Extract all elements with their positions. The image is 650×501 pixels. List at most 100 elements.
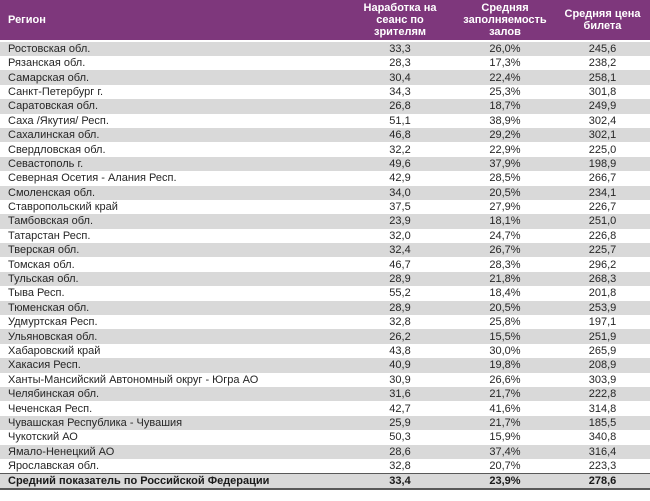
cell-ticket-price: 303,9	[588, 373, 617, 386]
cell-ticket-price: 340,8	[588, 431, 617, 444]
cell-occupancy: 28,3%	[489, 258, 521, 271]
cell-occupancy: 41,6%	[489, 402, 521, 415]
cell-region: Чукотский АО	[8, 431, 78, 444]
cell-ticket-price: 222,8	[588, 388, 617, 401]
table-row: Ульяновская обл. 26,2 15,5% 251,9	[0, 329, 650, 344]
cell-occupancy: 26,0%	[489, 43, 521, 55]
cell-region: Ставропольский край	[8, 201, 118, 214]
cell-viewers-per-session: 31,6	[389, 388, 411, 401]
cell-viewers-per-session: 32,4	[389, 244, 411, 257]
cell-ticket-price: 266,7	[588, 172, 617, 185]
cell-ticket-price: 265,9	[588, 345, 617, 357]
cell-occupancy: 27,9%	[489, 201, 521, 214]
cell-viewers-per-session: 32,8	[389, 316, 411, 329]
table-row: Чеченская Респ. 42,7 41,6% 314,8	[0, 401, 650, 415]
cell-viewers-per-session: 32,8	[389, 459, 411, 472]
table-row: Северная Осетия - Алания Респ. 42,9 28,5% 2…	[0, 171, 650, 185]
cell-viewers-per-session: 30,9	[389, 373, 411, 386]
cell-occupancy: 18,7%	[489, 100, 521, 113]
cell-region: Ханты-Мансийский Автономный округ - Югра…	[8, 373, 259, 386]
cell-occupancy: 20,5%	[489, 301, 521, 314]
cell-viewers-per-session: 28,3	[389, 57, 411, 70]
cell-region: Тамбовская обл.	[8, 215, 94, 228]
cell-ticket-price: 296,2	[588, 258, 617, 271]
cell-viewers-per-session: 49,6	[389, 157, 411, 170]
cell-region: Ростовская обл.	[8, 43, 91, 55]
cell-occupancy: 21,7%	[489, 416, 521, 429]
cell-occupancy: 25,3%	[489, 85, 521, 98]
table-header: Регион Наработка на сеанс по зрителям Ср…	[0, 0, 650, 42]
cell-viewers-per-session: 43,8	[389, 345, 411, 357]
table-row: Саха /Якутия/ Респ. 51,1 38,9% 302,4	[0, 114, 650, 128]
cell-ticket-price: 253,9	[588, 301, 617, 314]
cell-ticket-price: 251,0	[588, 215, 617, 228]
cell-ticket-price: 301,8	[588, 85, 617, 98]
cell-region: Ярославская обл.	[8, 459, 100, 472]
cell-region: Ямало-Ненецкий АО	[8, 445, 115, 458]
table-row: Тверская обл. 32,4 26,7% 225,7	[0, 243, 650, 258]
cell-viewers-per-session: 28,9	[389, 273, 411, 286]
cell-viewers-per-session: 51,1	[389, 114, 411, 127]
table-row: Тульская обл. 28,9 21,8% 268,3	[0, 271, 650, 287]
cell-viewers-per-session: 33,3	[389, 43, 411, 55]
table-row: Ставропольский край 37,5 27,9% 226,7	[0, 200, 650, 214]
cell-viewers-per-session: 40,9	[389, 359, 411, 372]
cell-ticket-price: 234,1	[588, 186, 617, 199]
table-row: Удмуртская Респ. 32,8 25,8% 197,1	[0, 315, 650, 329]
cell-viewers-per-session: 50,3	[389, 431, 411, 444]
column-header-viewers-per-session: Наработка на сеанс по зрителям	[345, 0, 455, 42]
cell-occupancy: 21,8%	[489, 273, 521, 286]
cell-viewers-per-session: 46,8	[389, 129, 411, 142]
cell-region: Челябинская обл.	[8, 388, 100, 401]
header-row: Регион Наработка на сеанс по зрителям Ср…	[0, 0, 650, 42]
cell-viewers-per-session: 34,3	[389, 85, 411, 98]
table-row: Свердловская обл. 32,2 22,9% 225,0	[0, 142, 650, 156]
table-row: Саратовская обл. 26,8 18,7% 249,9	[0, 99, 650, 114]
cell-viewers-per-session: 37,5	[389, 201, 411, 214]
total-row: Средний показатель по Российской Федерац…	[0, 472, 650, 490]
cell-ticket-price: 225,0	[588, 143, 617, 156]
cell-region: Ульяновская обл.	[8, 330, 98, 343]
cell-occupancy: 28,5%	[489, 172, 521, 185]
cell-viewers-per-session: 25,9	[389, 416, 411, 429]
cell-viewers-per-session: 55,2	[389, 287, 411, 300]
cell-occupancy: 30,0%	[489, 345, 521, 357]
cell-region: Удмуртская Респ.	[8, 316, 98, 329]
cell-viewers-per-session: 28,6	[389, 445, 411, 458]
column-header-region: Регион	[0, 0, 345, 42]
cell-viewers-per-session: 42,7	[389, 402, 411, 415]
cell-ticket-price: 245,6	[588, 43, 617, 55]
table-row: Ханты-Мансийский Автономный округ - Югра…	[0, 373, 650, 387]
cell-ticket-price: 314,8	[588, 402, 617, 415]
cell-occupancy: 20,5%	[489, 186, 521, 199]
cell-occupancy: 22,4%	[489, 71, 521, 84]
cell-ticket-price: 258,1	[588, 71, 617, 84]
cell-ticket-price: 268,3	[588, 273, 617, 286]
cell-occupancy: 21,7%	[489, 388, 521, 401]
cell-region: Тюменская обл.	[8, 301, 90, 314]
cell-ticket-price: 198,9	[588, 157, 617, 170]
table-row: Смоленская обл. 34,0 20,5% 234,1	[0, 185, 650, 200]
table-row: Самарская обл. 30,4 22,4% 258,1	[0, 70, 650, 85]
cell-region: Тверская обл.	[8, 244, 80, 257]
cell-ticket-price: 251,9	[588, 330, 617, 343]
cell-viewers-per-session: 42,9	[389, 172, 411, 185]
cell-ticket-price: 316,4	[588, 445, 617, 458]
table-row: Чувашская Республика - Чувашия 25,9 21,7% 1…	[0, 415, 650, 431]
table-row: Тыва Респ. 55,2 18,4% 201,8	[0, 286, 650, 300]
table-row: Тюменская обл. 28,9 20,5% 253,9	[0, 300, 650, 316]
table-row: Челябинская обл. 31,6 21,7% 222,8	[0, 386, 650, 402]
cell-region: Средний показатель по Российской Федерац…	[0, 472, 345, 490]
cell-ticket-price: 278,6	[555, 472, 650, 490]
table-row: Хакасия Респ. 40,9 19,8% 208,9	[0, 358, 650, 373]
cell-region: Тыва Респ.	[8, 287, 65, 300]
cell-region: Тульская обл.	[8, 273, 79, 286]
cell-region: Санкт-Петербург г.	[8, 85, 104, 98]
cell-ticket-price: 302,1	[588, 129, 617, 142]
cell-viewers-per-session: 33,4	[345, 472, 455, 490]
cell-occupancy: 19,8%	[489, 359, 521, 372]
cell-viewers-per-session: 32,0	[389, 229, 411, 242]
cell-occupancy: 22,9%	[489, 143, 521, 156]
cell-ticket-price: 225,7	[588, 244, 617, 257]
cell-region: Саха /Якутия/ Респ.	[8, 114, 109, 127]
